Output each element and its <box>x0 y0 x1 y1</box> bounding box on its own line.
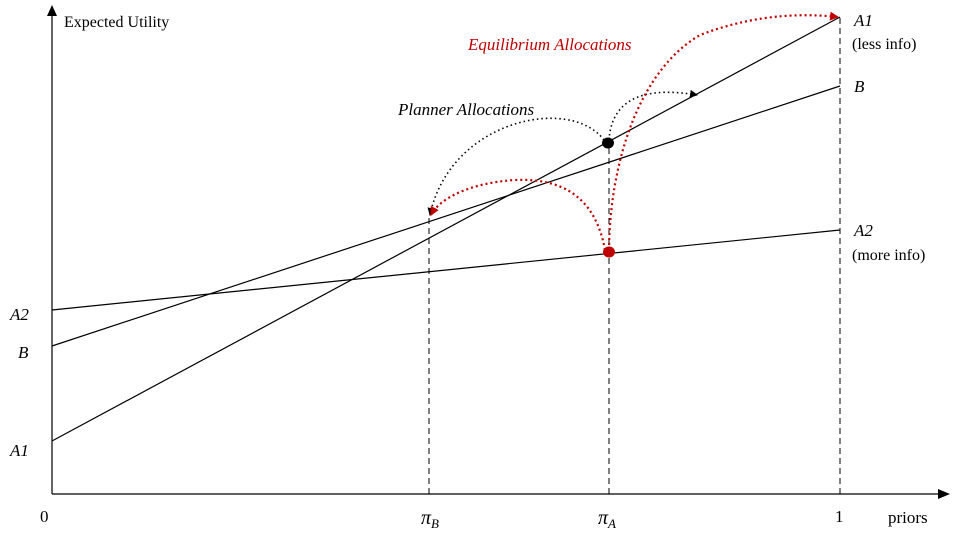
line-label-a1: A1 <box>853 11 873 30</box>
x-one-label: 1 <box>835 507 844 526</box>
line-note-a2: (more info) <box>852 247 925 264</box>
x-origin-label: 0 <box>40 507 49 526</box>
x-axis <box>52 489 950 499</box>
intercept-label-a2: A2 <box>9 305 29 324</box>
pi-a-label: πA <box>598 507 616 531</box>
y-axis-label: Expected Utility <box>64 14 169 31</box>
line-note-a1: (less info) <box>852 36 916 53</box>
pi-b-label: πB <box>421 507 439 531</box>
equilibrium-allocations-label: Equilibrium Allocations <box>467 35 632 54</box>
intercept-label-b: B <box>18 343 29 362</box>
line-label-a2: A2 <box>853 221 873 240</box>
equilibrium-point <box>603 246 615 258</box>
planner-arrow-left <box>427 117 605 216</box>
line-label-b: B <box>854 77 865 96</box>
equilibrium-arrow-left <box>430 178 607 251</box>
equilibrium-arrow-right <box>607 11 839 251</box>
planner-point <box>602 137 614 149</box>
line-b <box>51 85 841 347</box>
x-axis-label: priors <box>888 508 928 527</box>
line-a1 <box>51 16 841 442</box>
line-a2 <box>51 229 841 311</box>
intercept-label-a1: A1 <box>9 441 29 460</box>
planner-allocations-label: Planner Allocations <box>397 100 535 119</box>
planner-arrow-right <box>608 89 698 141</box>
y-axis <box>47 5 57 494</box>
